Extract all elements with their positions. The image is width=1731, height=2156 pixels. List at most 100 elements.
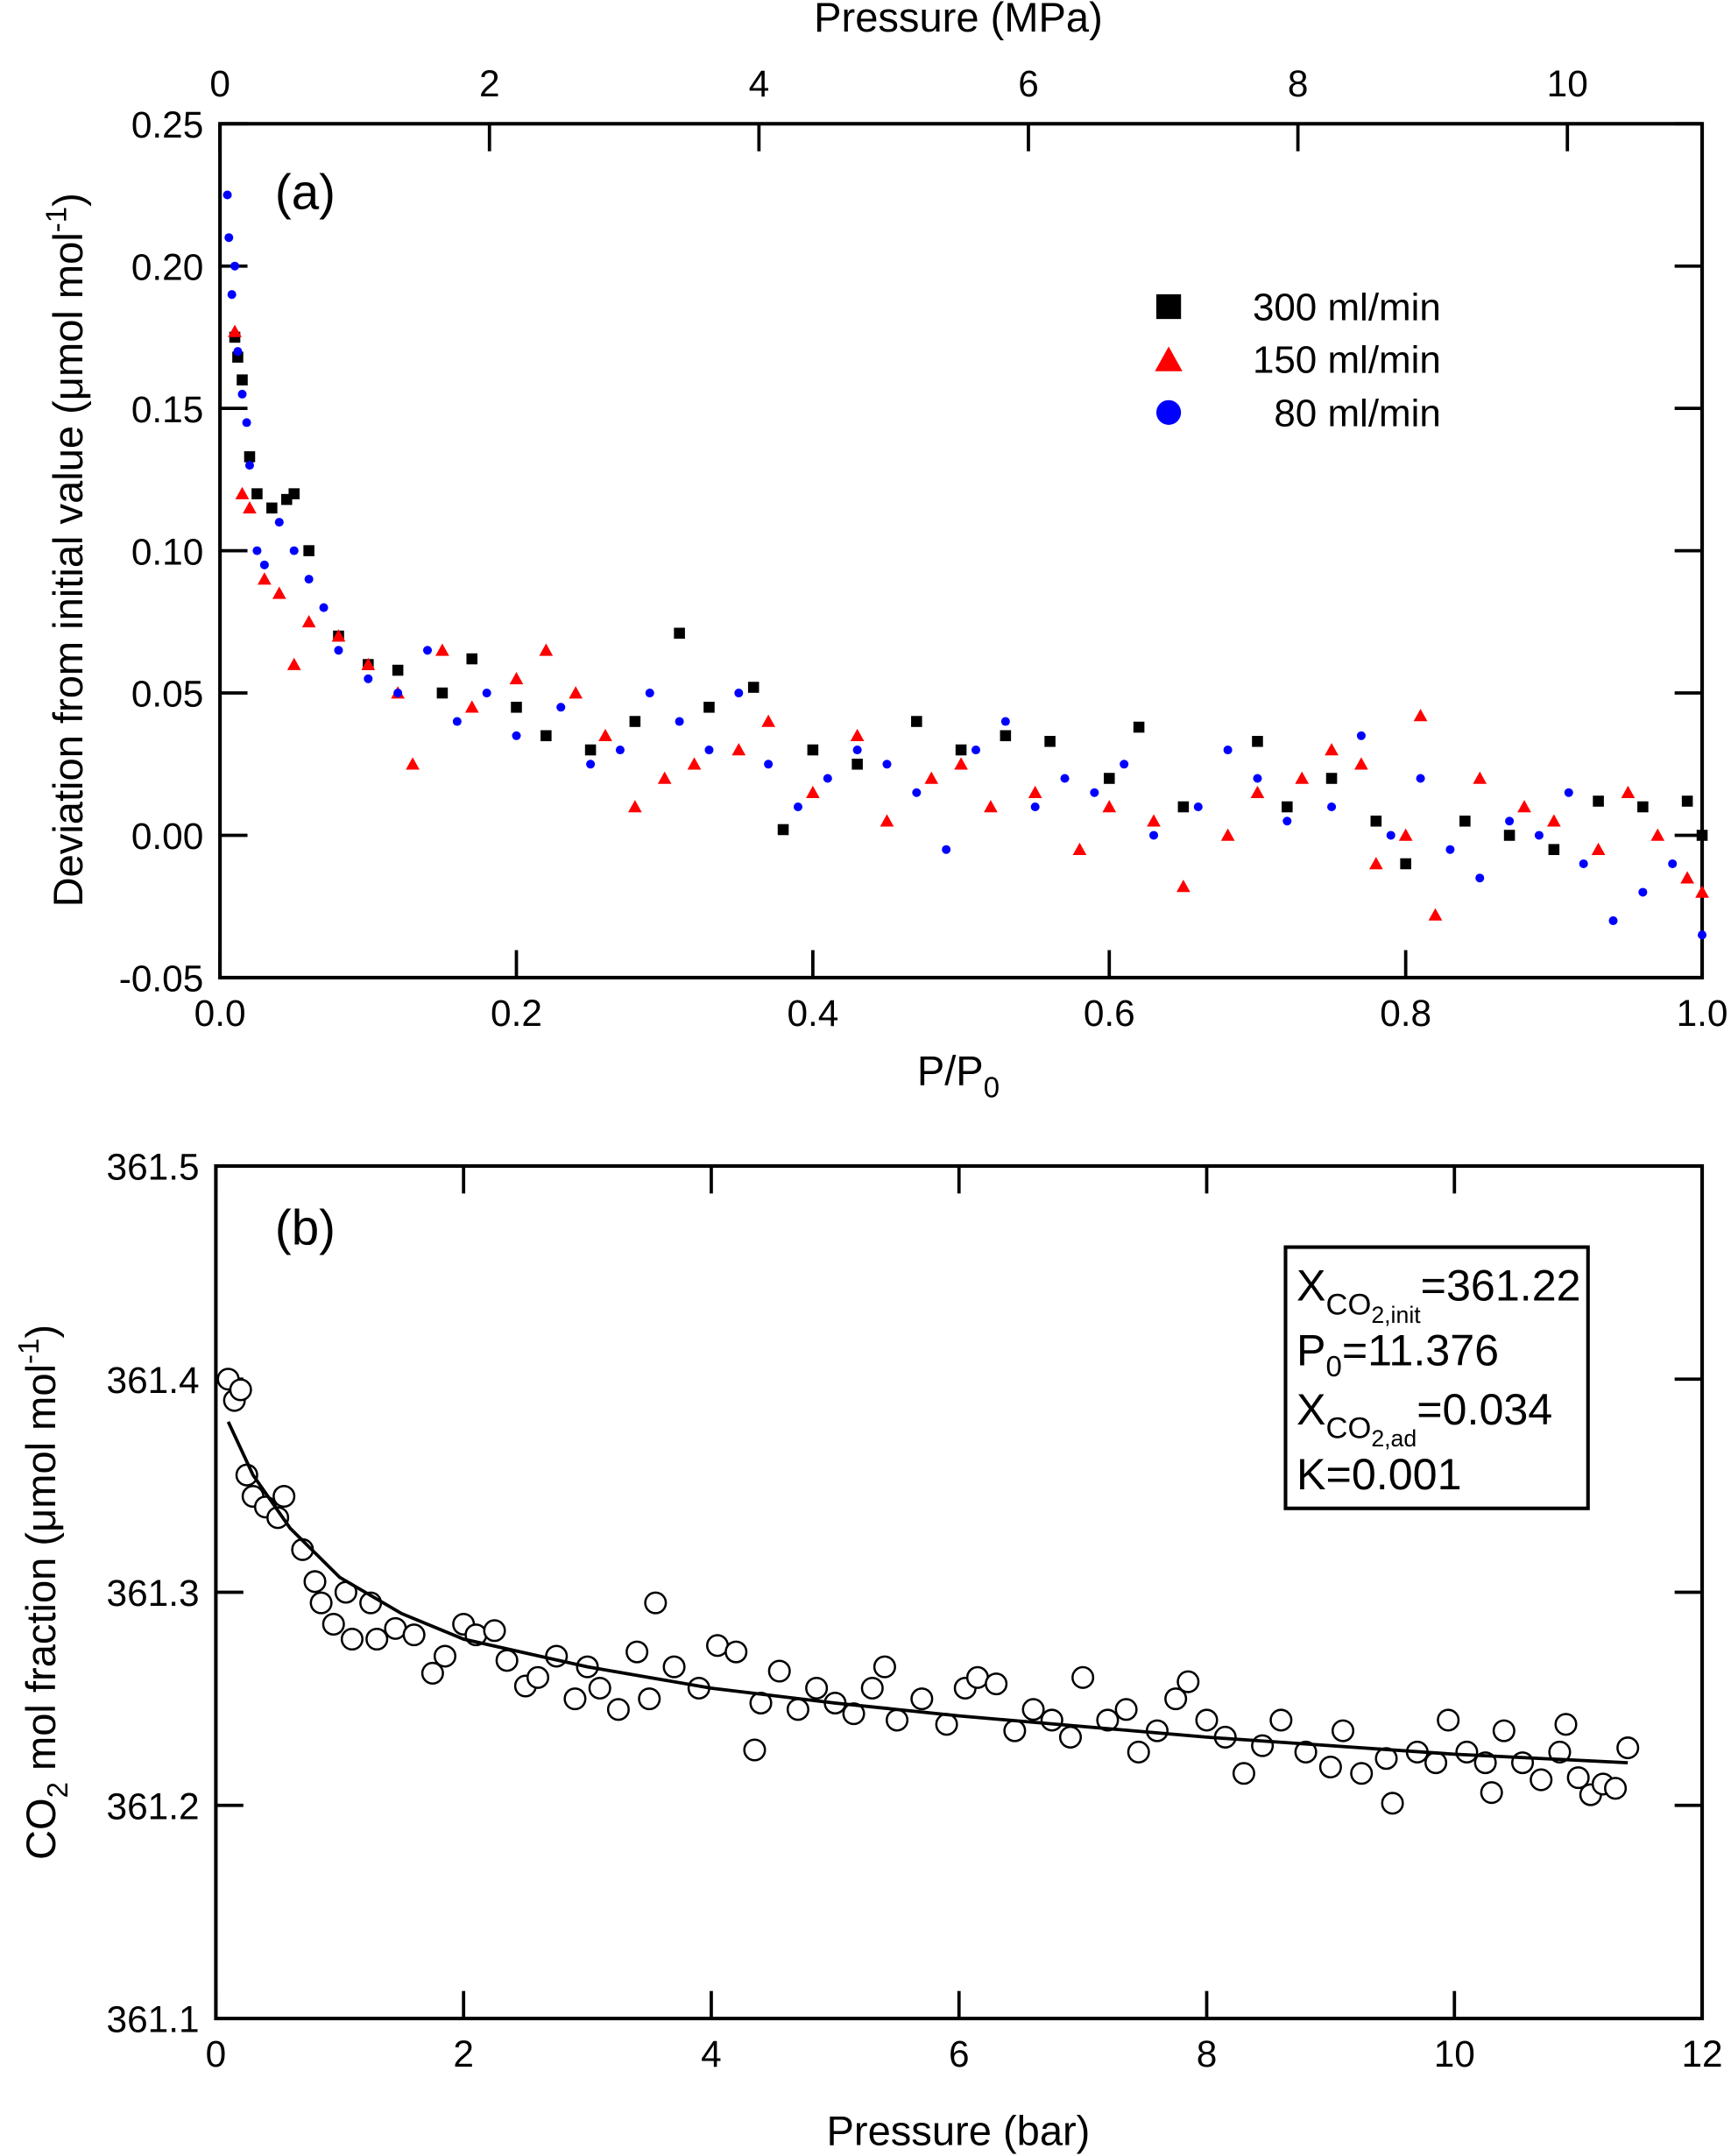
- data-point: [1331, 1719, 1355, 1742]
- data-point: [420, 1661, 444, 1685]
- data-point-150: [1621, 785, 1636, 799]
- x-tick-label: 2: [453, 2033, 474, 2075]
- data-point-300: [303, 545, 314, 556]
- data-point-80: [1223, 745, 1233, 755]
- data-point-300: [1696, 830, 1708, 841]
- data-point: [1164, 1687, 1188, 1711]
- annotation-frame: [1283, 1245, 1590, 1510]
- data-point-150: [850, 728, 865, 742]
- data-point: [1566, 1766, 1590, 1790]
- data-point-300: [1133, 721, 1145, 733]
- panel-b: 0 2 4 6 8 10 12 361.1 361.2 361.3 361.4 361.5 (b) P…: [12, 1147, 1723, 2154]
- data-point-80: [1416, 774, 1425, 783]
- data-point-300: [629, 716, 641, 727]
- ann-sub2: 2,init: [1371, 1302, 1421, 1328]
- data-point-300: [1103, 773, 1115, 784]
- data-point-150: [1368, 857, 1383, 870]
- data-point-80: [586, 760, 596, 769]
- data-point-150: [331, 629, 346, 642]
- data-point: [1616, 1736, 1640, 1760]
- data-point: [495, 1649, 519, 1672]
- data-point-150: [235, 486, 250, 499]
- data-point-80: [675, 717, 684, 726]
- data-point-300: [911, 716, 922, 727]
- y-title-end: ): [18, 1325, 64, 1339]
- data-point: [1381, 1792, 1404, 1815]
- data-point-150: [406, 757, 420, 770]
- data-point-150: [657, 771, 672, 784]
- legend-label-80: 80 ml/min: [1274, 392, 1440, 435]
- data-point-80: [1445, 845, 1455, 854]
- data-point: [860, 1676, 884, 1700]
- y-tick-label: 361.4: [107, 1360, 200, 1401]
- data-point-300: [511, 702, 522, 713]
- x-tick-label: 1.0: [1677, 993, 1728, 1034]
- data-point-150: [761, 714, 775, 727]
- data-point: [1195, 1708, 1219, 1732]
- data-point-150: [1220, 828, 1235, 841]
- data-point-300: [266, 502, 278, 514]
- annotation-x-ad: XCO2,ad=0.034: [1296, 1385, 1552, 1452]
- data-point-80: [1564, 788, 1573, 797]
- data-point-80: [274, 518, 284, 527]
- data-point-80: [1327, 802, 1337, 812]
- data-point-150: [687, 757, 702, 770]
- data-point-80: [1060, 774, 1070, 783]
- data-point-80: [334, 646, 343, 655]
- data-point-150: [1428, 908, 1443, 921]
- data-point-150: [984, 800, 998, 813]
- data-point-80: [230, 261, 240, 271]
- data-point-150: [1325, 743, 1339, 756]
- data-point-80: [556, 703, 566, 712]
- y-tick-label: 361.2: [107, 1785, 200, 1827]
- data-point: [1176, 1670, 1200, 1693]
- ann-value: =11.376: [1342, 1326, 1499, 1375]
- x-tick-label: 6: [949, 2033, 970, 2075]
- data-point-300: [955, 744, 967, 756]
- y-tick-label: 0.20: [131, 246, 203, 287]
- data-point-150: [1398, 828, 1413, 841]
- y-title-end: ): [45, 193, 91, 207]
- x2-axis-title: Pressure (MPa): [814, 0, 1103, 40]
- data-point: [1232, 1762, 1255, 1785]
- data-point-300: [851, 758, 863, 770]
- x-tick-label: 0: [206, 2033, 227, 2075]
- data-point-150: [272, 586, 286, 599]
- data-point-150: [435, 643, 449, 656]
- data-point: [563, 1687, 587, 1711]
- data-point: [1437, 1708, 1460, 1732]
- data-point-300: [747, 682, 760, 693]
- data-point: [644, 1591, 668, 1615]
- data-point-300: [1282, 801, 1293, 813]
- data-point-150: [569, 686, 583, 699]
- data-point: [1294, 1740, 1318, 1764]
- y-title-pre: CO: [18, 1798, 64, 1860]
- panel-label-a: (a): [275, 165, 336, 220]
- data-point: [1318, 1755, 1342, 1779]
- x-tick-label: 4: [701, 2033, 722, 2075]
- x2-tick-label: 2: [479, 63, 500, 104]
- data-point: [1530, 1768, 1553, 1792]
- x2-tick-label: 8: [1288, 63, 1309, 104]
- x-title-sub: 0: [984, 1071, 1000, 1103]
- data-point: [786, 1698, 809, 1721]
- data-point: [365, 1627, 389, 1651]
- data-point: [545, 1644, 569, 1668]
- fit-curve: [226, 1421, 1629, 1764]
- data-point-80: [793, 802, 802, 812]
- data-point: [303, 1570, 327, 1594]
- x-axis-title-a: P/P0: [917, 1047, 1000, 1103]
- data-point-300: [674, 627, 685, 640]
- data-point-80: [1090, 788, 1099, 797]
- data-point-150: [1695, 885, 1709, 898]
- x-tick-label: 8: [1197, 2033, 1218, 2075]
- data-point: [1096, 1708, 1120, 1732]
- legend-marker-triangle: [1155, 346, 1183, 371]
- x-tick-label: 0.8: [1380, 993, 1431, 1034]
- x-title-main: P/P: [917, 1047, 984, 1093]
- data-point: [985, 1672, 1008, 1696]
- y-axis-title-b: CO2 mol fraction (μmol mol-1): [12, 1325, 74, 1860]
- data-point-150: [1295, 771, 1310, 784]
- data-point: [638, 1687, 661, 1711]
- data-point: [1511, 1751, 1535, 1775]
